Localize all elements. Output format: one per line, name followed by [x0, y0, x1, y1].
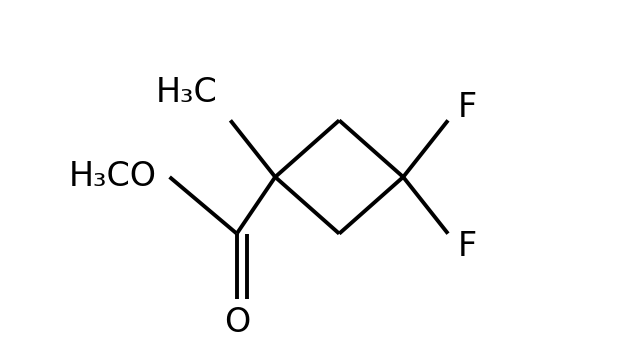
- Text: H₃C: H₃C: [156, 75, 218, 109]
- Text: O: O: [223, 306, 250, 339]
- Text: H₃CO: H₃CO: [69, 160, 157, 194]
- Text: F: F: [458, 229, 477, 263]
- Text: F: F: [458, 91, 477, 125]
